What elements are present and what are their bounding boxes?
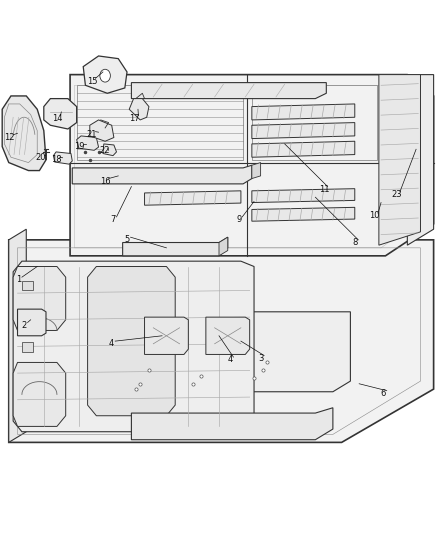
- Polygon shape: [206, 317, 250, 354]
- Polygon shape: [53, 152, 72, 164]
- Polygon shape: [77, 136, 99, 150]
- Polygon shape: [219, 237, 228, 256]
- Polygon shape: [129, 99, 149, 120]
- Polygon shape: [18, 309, 46, 336]
- Text: 3: 3: [258, 354, 263, 362]
- Text: 12: 12: [4, 133, 15, 142]
- Text: 21: 21: [87, 130, 97, 139]
- Text: 8: 8: [352, 238, 357, 247]
- Text: 14: 14: [52, 114, 62, 123]
- Polygon shape: [252, 207, 355, 221]
- Text: 2: 2: [21, 321, 27, 329]
- Text: 5: 5: [124, 236, 130, 244]
- Polygon shape: [252, 85, 377, 160]
- Polygon shape: [145, 191, 241, 205]
- Polygon shape: [13, 261, 254, 432]
- Polygon shape: [252, 141, 355, 157]
- Text: 15: 15: [87, 77, 97, 85]
- Polygon shape: [131, 83, 326, 99]
- Polygon shape: [22, 281, 33, 290]
- Polygon shape: [123, 237, 228, 256]
- Text: 23: 23: [391, 190, 402, 199]
- Text: 20: 20: [35, 153, 46, 161]
- Circle shape: [100, 69, 110, 82]
- Text: 9: 9: [236, 215, 241, 224]
- Polygon shape: [13, 362, 66, 426]
- Text: 18: 18: [51, 156, 61, 164]
- Polygon shape: [110, 312, 350, 392]
- Text: 17: 17: [130, 114, 140, 123]
- Polygon shape: [44, 99, 77, 129]
- Polygon shape: [70, 75, 434, 256]
- Polygon shape: [252, 163, 261, 179]
- Polygon shape: [407, 75, 434, 245]
- Text: 16: 16: [100, 177, 110, 185]
- Text: 6: 6: [381, 389, 386, 398]
- Polygon shape: [72, 165, 252, 184]
- Text: 1: 1: [16, 276, 21, 284]
- Polygon shape: [13, 266, 66, 330]
- Polygon shape: [9, 240, 434, 442]
- Text: 4: 4: [227, 356, 233, 364]
- Polygon shape: [83, 56, 127, 93]
- Text: 19: 19: [74, 142, 85, 151]
- Polygon shape: [145, 317, 188, 354]
- Polygon shape: [9, 229, 26, 442]
- Polygon shape: [22, 342, 33, 352]
- Polygon shape: [103, 144, 117, 156]
- Polygon shape: [252, 104, 355, 120]
- Polygon shape: [252, 123, 355, 139]
- Text: 11: 11: [319, 185, 329, 193]
- Polygon shape: [74, 85, 425, 248]
- Polygon shape: [252, 189, 355, 203]
- Text: 10: 10: [369, 212, 380, 220]
- Text: 4: 4: [109, 340, 114, 348]
- Polygon shape: [131, 408, 333, 440]
- Text: 7: 7: [110, 215, 116, 224]
- Polygon shape: [90, 120, 114, 141]
- Text: 22: 22: [99, 147, 110, 155]
- Polygon shape: [379, 75, 420, 245]
- Polygon shape: [2, 96, 46, 171]
- Polygon shape: [88, 266, 175, 416]
